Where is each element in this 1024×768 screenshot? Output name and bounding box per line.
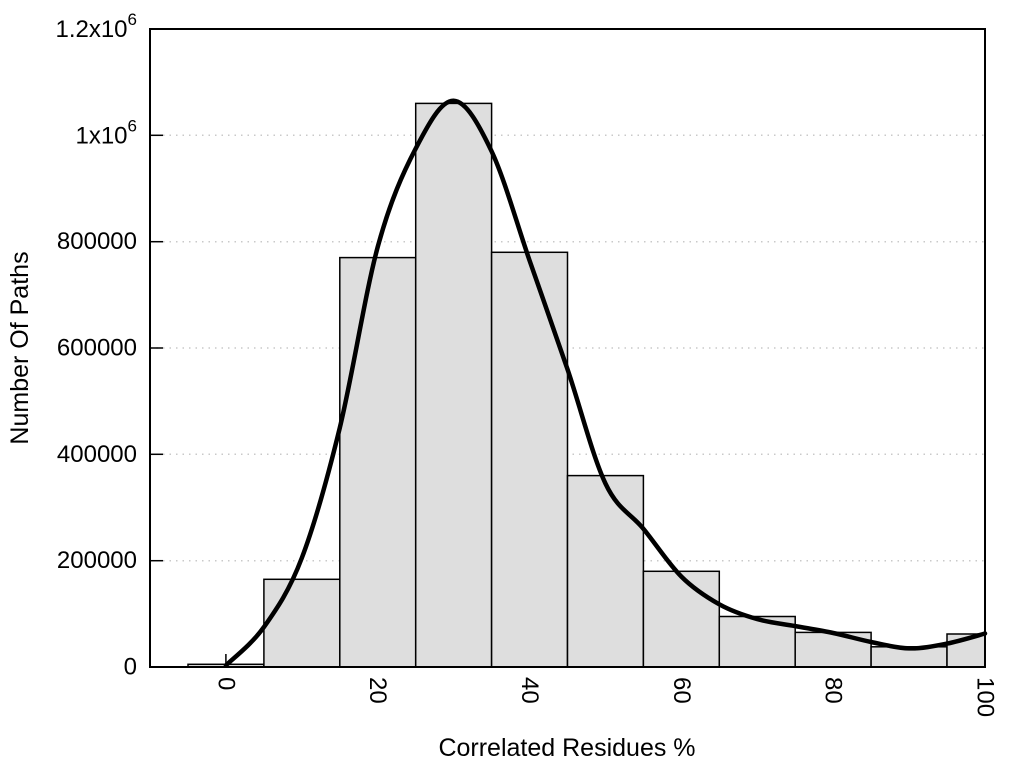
y-tick-label: 400000: [57, 441, 137, 468]
y-tick-label: 600000: [57, 335, 137, 362]
histogram-bar: [339, 256, 417, 668]
histogram-bar: [414, 102, 493, 668]
histogram-bar: [642, 570, 721, 668]
y-axis-label: Number Of Paths: [6, 251, 34, 444]
plot-frame: [149, 28, 986, 668]
histogram-bar: [490, 251, 569, 668]
y-tick-label: 800000: [57, 228, 137, 255]
histogram-bar: [566, 474, 645, 668]
y-tick-label: 1x106: [75, 116, 137, 149]
histogram-bar: [263, 578, 341, 668]
x-tick-label: 60: [668, 677, 695, 704]
tick-labels: 0 200000 400000 600000 800000 1x106 1.2x106 0 20…: [55, 10, 998, 718]
x-tick-label: 0: [212, 677, 239, 690]
y-tick-label: 0: [124, 654, 137, 681]
distribution-curve: [223, 98, 988, 668]
y-tick-label: 1.2x106: [55, 10, 137, 43]
x-tick-label: 20: [364, 677, 391, 704]
x-tick-label: 80: [820, 677, 847, 704]
smooth-curve: [223, 98, 988, 668]
histogram-bars: [187, 102, 986, 668]
x-axis-label: Correlated Residues %: [438, 734, 695, 762]
y-tick-label: 200000: [57, 547, 137, 574]
x-tick-label: 100: [972, 677, 999, 717]
x-tick-label: 40: [516, 677, 543, 704]
plot-border: [149, 28, 986, 668]
